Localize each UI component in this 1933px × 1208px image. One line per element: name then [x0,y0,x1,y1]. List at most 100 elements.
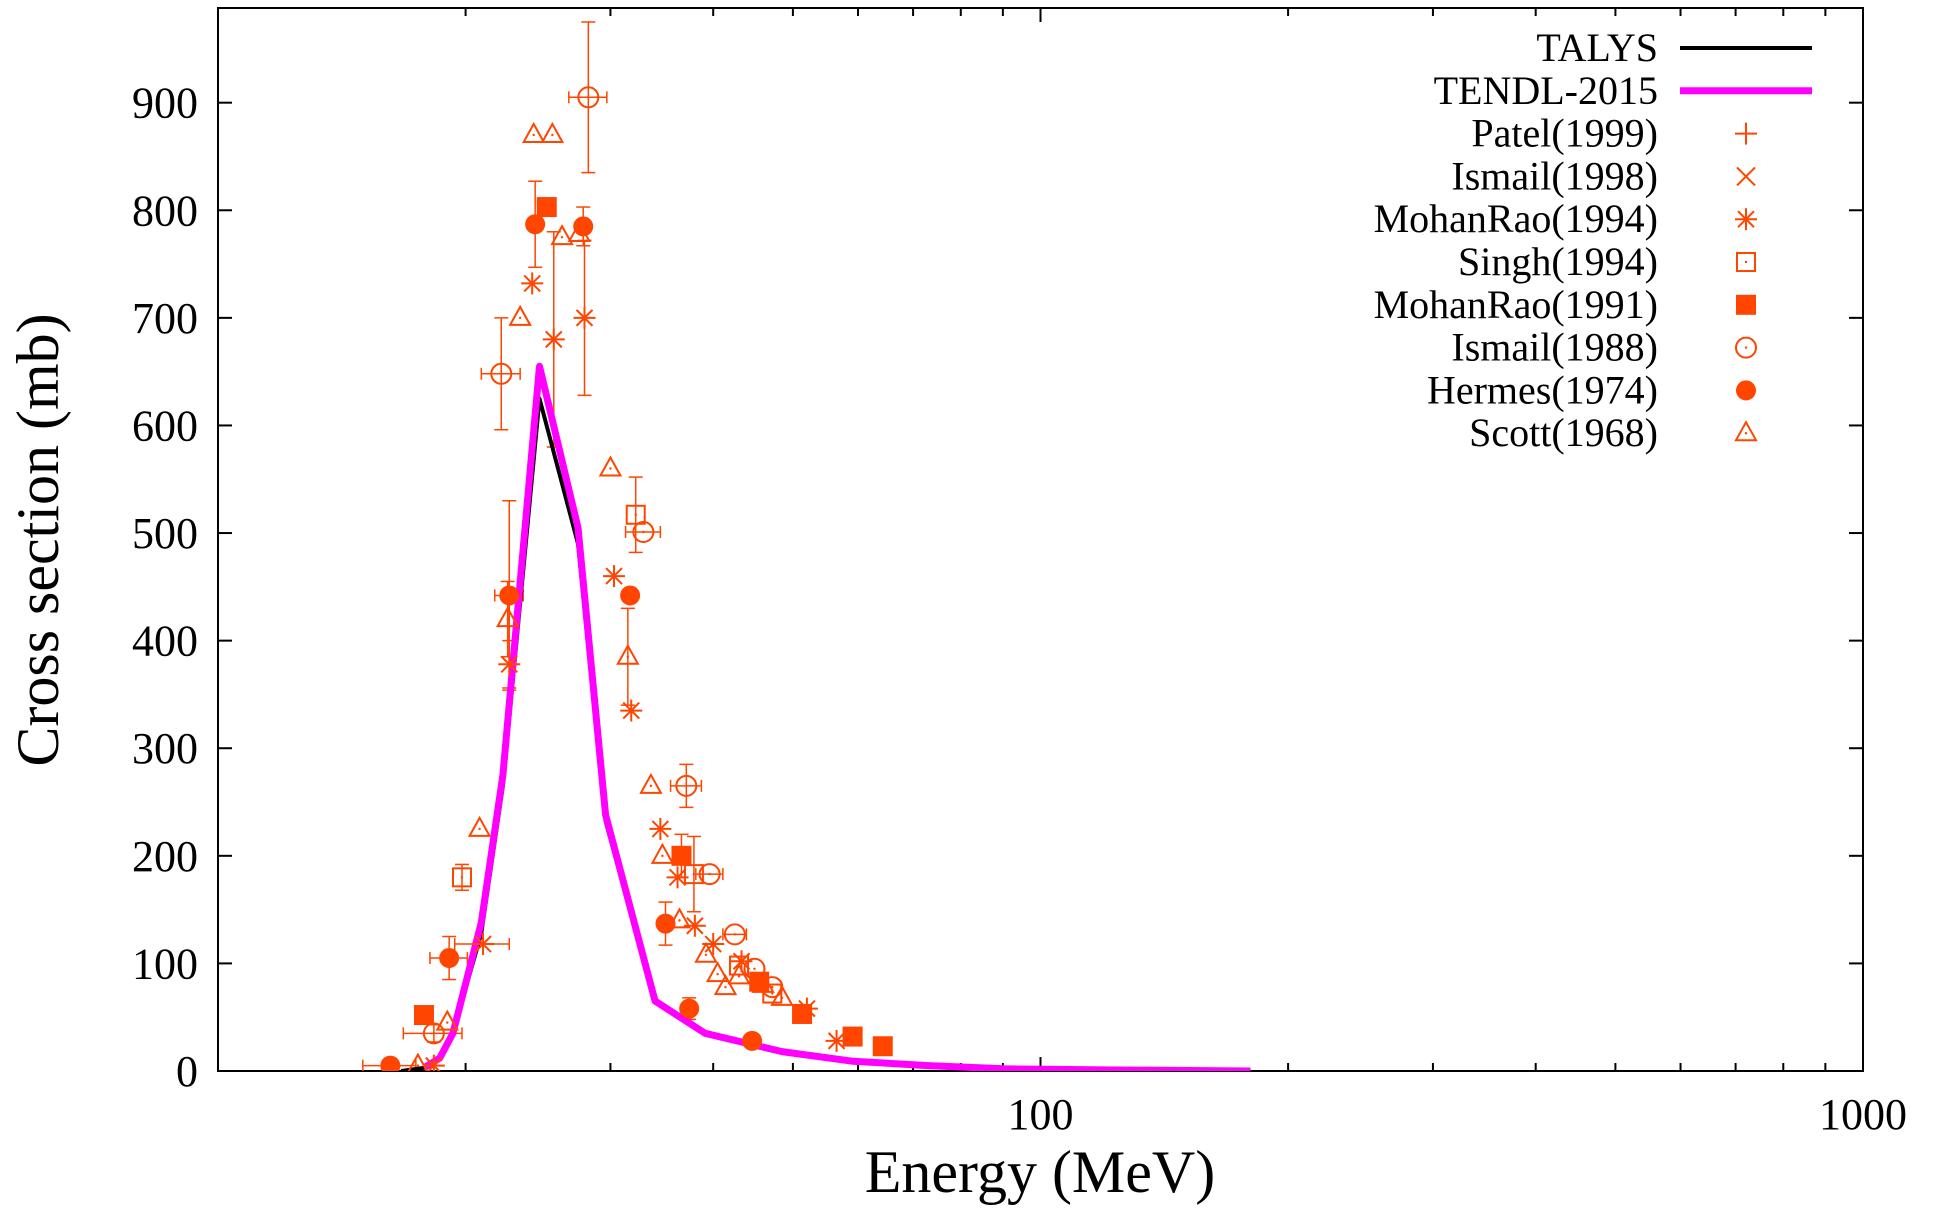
marker-dot [518,316,522,320]
hermes-1974-point [525,214,546,235]
y-tick-label: 0 [176,1047,198,1096]
ismail-1988-point [675,774,698,797]
marker-shape [1734,420,1758,442]
scott-1968-point [495,606,520,628]
marker-shape [536,197,557,218]
scott-1968-point [667,907,692,929]
mohanrao-1994-point [602,565,625,588]
marker-shape [632,520,655,543]
mohanrao-1994-point [472,933,495,956]
marker-dot [446,1021,449,1024]
marker-shape [380,1055,401,1071]
ismail-1988-point [422,1022,445,1045]
marker-shape [770,984,794,1006]
marker-stroke [668,868,687,887]
marker-shape [655,913,676,934]
mohanrao-1994-point [702,933,725,956]
marker-stroke [545,330,563,349]
scott-1968-point [540,121,565,143]
y-tick-label: 500 [132,509,198,558]
legend-label: MohanRao(1994) [1374,196,1658,241]
y-tick-label: 200 [132,832,198,881]
scott-1968-point [639,772,663,794]
mohanrao-1994-point [542,328,565,351]
marker-dot [716,972,719,976]
marker-shape [422,1022,445,1045]
marker-shape [698,863,721,886]
ismail-1988-point [577,86,600,109]
y-tick-label: 900 [132,79,198,128]
legend-marker-swatch [1736,166,1756,187]
hermes-1974-point [620,585,641,606]
marker-shape [508,304,532,326]
marker-shape [521,121,546,143]
marker-shape [671,845,692,866]
marker-shape [620,585,641,606]
model-curves [400,362,1251,1071]
marker-dot [761,983,765,987]
marker-stroke [651,820,670,838]
marker-shape [499,585,520,606]
marker-dot [626,655,630,658]
marker-dot [478,827,481,831]
legend-marker-swatch [1735,208,1757,231]
marker-shape [723,923,746,946]
marker-shape [625,504,646,525]
y-tick-label: 300 [132,724,198,773]
marker-stroke [686,917,704,935]
marker-shape [577,86,600,109]
singh-1994-point [452,867,473,888]
marker-dot [733,933,737,936]
mohanrao-1994-point [666,866,689,889]
mohanrao-1994-point [422,1054,445,1071]
marker-dot [460,876,464,879]
legend-label: MohanRao(1991) [1374,282,1658,327]
scott-1968-point [705,961,730,983]
y-tick-label: 400 [132,617,198,666]
marker-shape [525,214,546,235]
marker-dot [771,992,774,995]
mohanrao-1991-point [536,197,557,218]
marker-shape [1736,252,1756,272]
mohanrao-1991-point [872,1036,893,1057]
marker-shape [439,948,460,969]
axis-tick-labels: 0 100 200 300 400 500 600 700 800 900 100 1000 [132,79,1907,1139]
marker-stroke [827,1032,846,1050]
marker-dot [649,784,653,788]
marker-dot [609,467,612,470]
scott-1968-point [435,1009,459,1031]
marker-dot [506,617,509,621]
legend-marker-swatch [1736,294,1756,315]
singh-1994-point [683,864,704,885]
marker-dot [1744,346,1748,349]
marker-shape [679,998,700,1019]
marker-shape [792,1003,813,1024]
legend-marker-swatch [1736,252,1756,272]
scott-1968-point [770,984,794,1006]
marker-shape [490,362,513,385]
hermes-1974-point [380,1055,401,1071]
marker-shape [452,867,473,888]
legend-label: TALYS [1536,25,1658,70]
mohanrao-1991-point [413,1005,434,1026]
y-tick-label: 100 [132,939,198,988]
ismail-1988-point [698,863,721,886]
scott-1968-point [650,842,675,864]
marker-shape [550,224,574,246]
marker-shape [540,121,565,143]
x-tick-label: 1000 [1819,1090,1907,1139]
marker-dot [1744,432,1748,435]
marker-shape [567,220,592,242]
marker-stroke [1737,210,1755,228]
marker-shape [616,643,640,665]
tendl-2015-curve [422,362,1251,1071]
marker-dot [578,232,581,236]
marker-dot [724,985,727,989]
legend-label: Scott(1968) [1469,410,1658,455]
mohanrao-1991-point [792,1003,813,1024]
ismail-1988-point [632,520,655,543]
x-tick-label: 100 [1008,1090,1074,1139]
marker-shape [705,961,730,983]
marker-shape [713,974,738,996]
marker-shape [667,907,692,929]
